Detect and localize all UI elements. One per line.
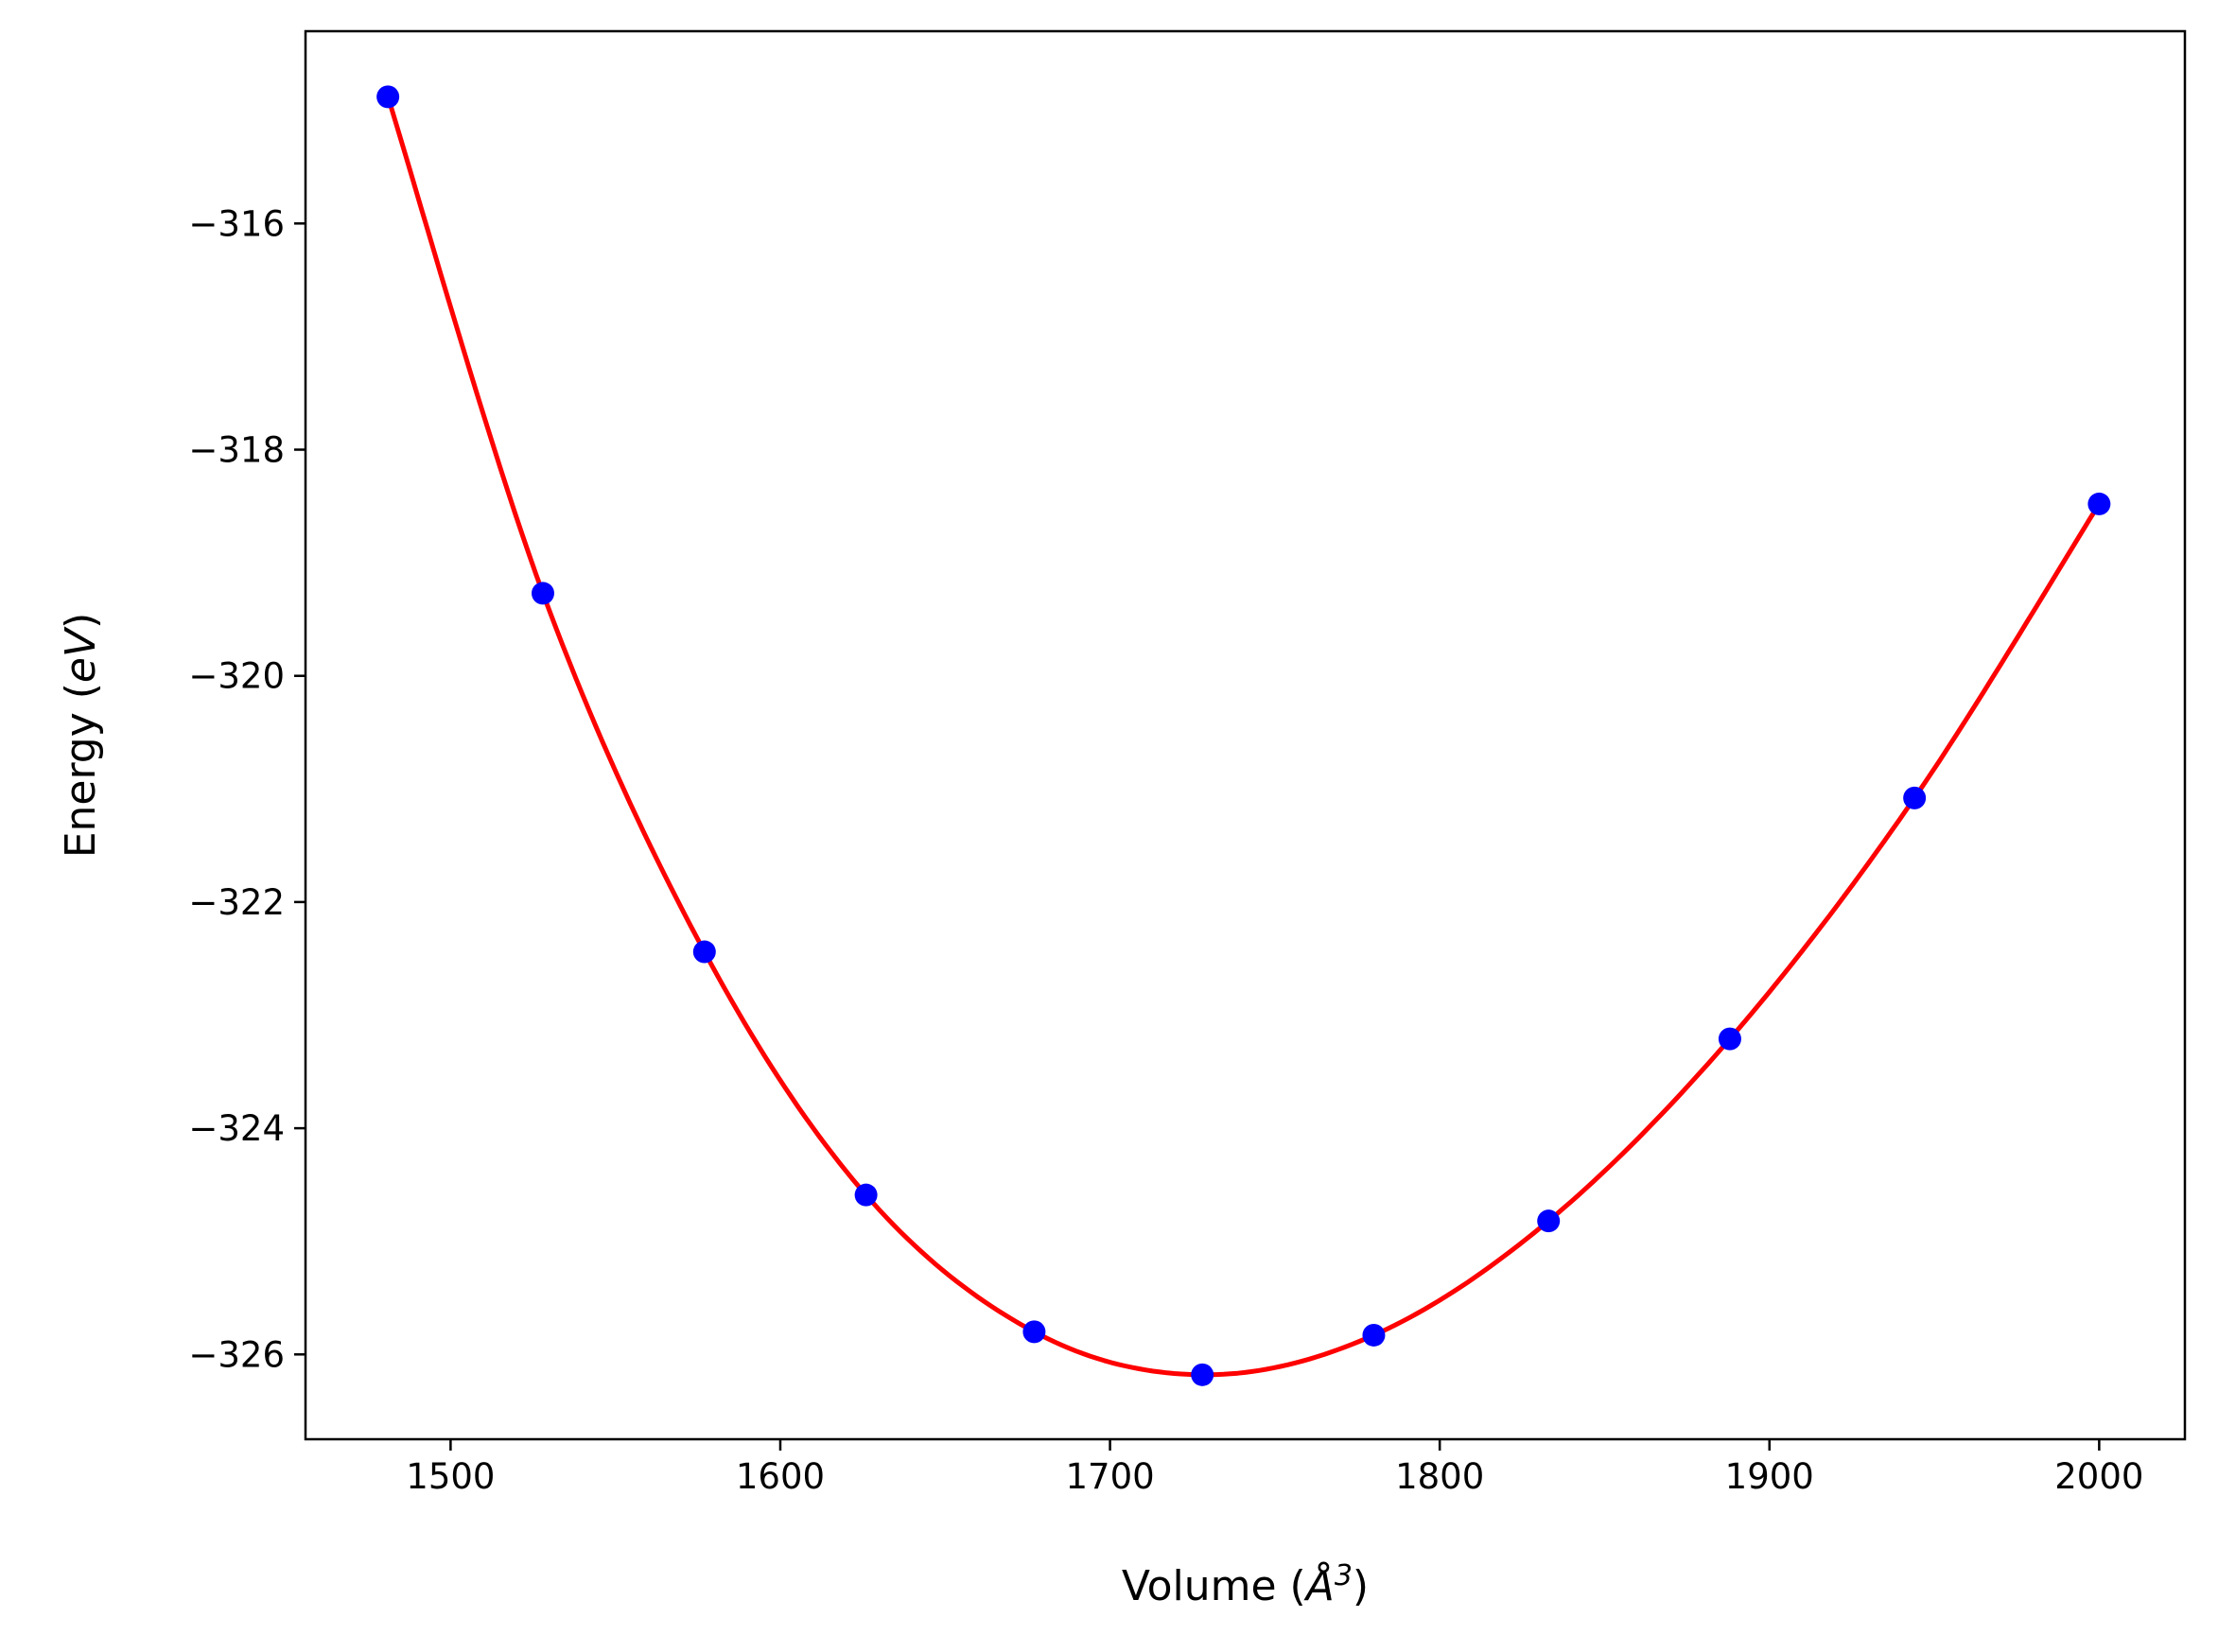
x-tick-label: 2000 [2054,1456,2143,1497]
y-tick-label: −326 [188,1334,285,1375]
y-tick-label: −316 [188,203,285,244]
data-point [1362,1323,1386,1347]
y-axis-label: Energy (eV) [57,613,105,859]
data-point [376,85,400,109]
data-point [1022,1320,1046,1344]
x-tick-label: 1600 [736,1456,825,1497]
data-point [1903,786,1927,809]
data-point [692,940,716,964]
x-tick-label: 1800 [1395,1456,1484,1497]
y-tick-label: −322 [188,882,285,923]
data-point [2087,492,2111,515]
data-point [531,582,554,605]
y-tick-label: −320 [188,656,285,697]
plot-area [376,85,2111,1386]
x-tick-label: 1900 [1725,1456,1814,1497]
y-axis: −316 −318 −320 −322 −324 −326 [188,203,306,1375]
data-point [1191,1363,1214,1386]
data-point [1718,1027,1741,1051]
x-tick-label: 1700 [1065,1456,1154,1497]
y-tick-label: −318 [188,430,285,471]
y-tick-label: −324 [188,1108,285,1149]
data-point [854,1183,878,1207]
plot-frame [304,29,2187,1441]
x-axis-label: Volume (Å3) [1122,1559,1369,1610]
data-point [1537,1209,1561,1233]
x-axis: 1500 1600 1700 1800 1900 2000 [406,1439,2143,1497]
x-tick-label: 1500 [406,1456,495,1497]
